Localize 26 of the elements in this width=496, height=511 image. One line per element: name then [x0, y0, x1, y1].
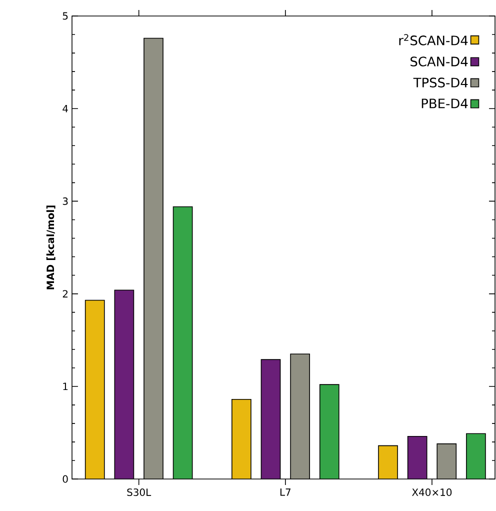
bar: [436, 443, 457, 479]
x-tick-label: S30L: [127, 488, 152, 496]
legend-label: TPSS-D4: [413, 78, 468, 88]
x-tick-label: L7: [280, 488, 290, 496]
y-tick-label: 2: [62, 290, 68, 298]
legend-label: PBE-D4: [422, 98, 468, 108]
bar: [466, 433, 486, 479]
bar: [144, 38, 164, 479]
x-tick-label: X40×10: [412, 488, 452, 496]
bar: [378, 445, 398, 479]
y-tick-label: 1: [63, 382, 68, 390]
legend-label: r$^{2}$SCAN-D4: [399, 34, 468, 46]
y-tick-label: 3: [62, 197, 68, 205]
bar: [232, 398, 252, 479]
y-axis-title: MAD [kcal/mol]: [46, 206, 56, 290]
bar: [319, 384, 340, 479]
y-tick-label: 0: [62, 475, 68, 483]
bar: [290, 354, 310, 479]
y-tick-label: 4: [62, 104, 68, 112]
bar: [84, 300, 105, 479]
legend-label: SCAN-D4: [410, 56, 468, 66]
bar: [260, 359, 281, 479]
bar: [407, 436, 428, 479]
y-tick-label: 5: [62, 12, 68, 20]
bar: [114, 290, 134, 479]
bar: [172, 206, 193, 479]
